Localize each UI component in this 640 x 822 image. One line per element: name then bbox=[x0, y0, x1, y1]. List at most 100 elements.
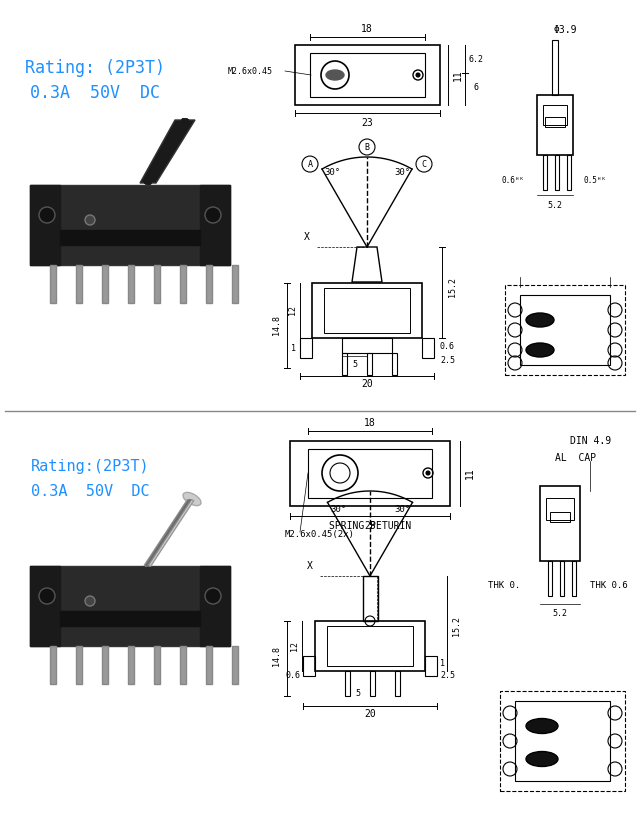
Bar bbox=[425, 656, 437, 676]
Bar bbox=[552, 40, 558, 95]
Bar bbox=[154, 646, 160, 684]
Text: 12: 12 bbox=[287, 305, 296, 315]
Bar bbox=[312, 283, 422, 338]
Text: 2.5: 2.5 bbox=[440, 672, 455, 681]
Text: 5: 5 bbox=[355, 690, 360, 699]
Text: B: B bbox=[365, 142, 369, 151]
Text: 5.2: 5.2 bbox=[552, 609, 568, 618]
Bar bbox=[543, 155, 547, 190]
Bar bbox=[540, 486, 580, 561]
Bar bbox=[30, 566, 230, 646]
Circle shape bbox=[426, 471, 430, 475]
Bar bbox=[548, 561, 552, 596]
Text: 23: 23 bbox=[364, 521, 376, 531]
Bar bbox=[342, 353, 347, 375]
Text: X: X bbox=[307, 561, 313, 571]
Text: 11: 11 bbox=[453, 69, 463, 81]
Bar bbox=[560, 561, 564, 596]
Ellipse shape bbox=[526, 343, 554, 357]
Bar bbox=[102, 265, 108, 303]
Text: 0.6: 0.6 bbox=[285, 672, 300, 681]
Circle shape bbox=[39, 207, 55, 223]
Bar bbox=[206, 646, 212, 684]
Bar bbox=[60, 611, 200, 626]
Bar bbox=[370, 671, 375, 696]
Text: Rating: (2P3T): Rating: (2P3T) bbox=[25, 59, 165, 77]
Ellipse shape bbox=[526, 313, 554, 327]
Circle shape bbox=[85, 215, 95, 225]
Bar bbox=[200, 185, 230, 265]
Text: M2.6x0.45(2x): M2.6x0.45(2x) bbox=[285, 529, 355, 538]
Bar bbox=[30, 185, 60, 265]
Bar bbox=[537, 95, 573, 155]
Bar bbox=[505, 285, 625, 375]
Text: 0.3A  50V  DC: 0.3A 50V DC bbox=[30, 84, 160, 102]
Bar bbox=[345, 671, 350, 696]
Text: 1: 1 bbox=[440, 658, 445, 667]
Circle shape bbox=[416, 73, 420, 77]
Text: 11: 11 bbox=[465, 467, 475, 479]
Text: 20: 20 bbox=[361, 379, 373, 389]
Ellipse shape bbox=[326, 70, 344, 80]
Text: C: C bbox=[422, 159, 426, 169]
Bar bbox=[515, 701, 610, 781]
Bar bbox=[102, 646, 108, 684]
Bar bbox=[363, 576, 378, 621]
Text: 14.8: 14.8 bbox=[273, 646, 282, 666]
Text: 5.2: 5.2 bbox=[547, 201, 563, 210]
Bar bbox=[180, 265, 186, 303]
Bar bbox=[290, 441, 450, 506]
Text: 18: 18 bbox=[364, 418, 376, 428]
Bar bbox=[550, 512, 570, 522]
Circle shape bbox=[39, 588, 55, 604]
Text: 30°: 30° bbox=[394, 505, 410, 514]
Text: THK 0.: THK 0. bbox=[488, 581, 520, 590]
Text: A: A bbox=[307, 159, 312, 169]
Bar bbox=[327, 626, 413, 666]
Bar bbox=[395, 671, 400, 696]
Bar bbox=[572, 561, 576, 596]
Bar bbox=[154, 265, 160, 303]
Text: X: X bbox=[304, 232, 310, 242]
Bar bbox=[500, 691, 625, 791]
Text: 15.2: 15.2 bbox=[452, 616, 461, 636]
Bar bbox=[324, 288, 410, 333]
Bar bbox=[545, 117, 565, 127]
Bar bbox=[543, 105, 567, 125]
Text: THK 0.6: THK 0.6 bbox=[590, 581, 628, 590]
Text: AL  CAP: AL CAP bbox=[555, 453, 596, 463]
Text: 1: 1 bbox=[291, 344, 296, 353]
Circle shape bbox=[205, 588, 221, 604]
Bar bbox=[308, 449, 432, 498]
Bar bbox=[50, 265, 56, 303]
Circle shape bbox=[205, 207, 221, 223]
Ellipse shape bbox=[526, 718, 558, 733]
Bar bbox=[50, 646, 56, 684]
Bar bbox=[310, 53, 425, 97]
Bar bbox=[232, 265, 238, 303]
Bar bbox=[30, 566, 60, 646]
Ellipse shape bbox=[183, 492, 201, 506]
Bar bbox=[303, 656, 315, 676]
Circle shape bbox=[85, 596, 95, 606]
Bar bbox=[422, 338, 434, 358]
Polygon shape bbox=[352, 247, 382, 282]
Polygon shape bbox=[140, 120, 195, 183]
Bar bbox=[520, 295, 610, 365]
Bar bbox=[567, 155, 571, 190]
Bar bbox=[295, 45, 440, 105]
Ellipse shape bbox=[526, 751, 558, 766]
Bar bbox=[206, 265, 212, 303]
Text: 0.5ᴴᴷ: 0.5ᴴᴷ bbox=[583, 176, 606, 184]
Bar bbox=[180, 646, 186, 684]
Bar bbox=[555, 155, 559, 190]
Bar bbox=[76, 646, 82, 684]
Bar bbox=[128, 646, 134, 684]
Text: 0.6ᴴᴷ: 0.6ᴴᴷ bbox=[502, 176, 525, 184]
Text: 12: 12 bbox=[289, 641, 298, 651]
Text: Φ3.9: Φ3.9 bbox=[553, 25, 577, 35]
Bar bbox=[200, 566, 230, 646]
Text: 6.2: 6.2 bbox=[468, 54, 483, 63]
Text: M2.6x0.45: M2.6x0.45 bbox=[228, 67, 273, 76]
Text: 2.5: 2.5 bbox=[440, 355, 455, 364]
